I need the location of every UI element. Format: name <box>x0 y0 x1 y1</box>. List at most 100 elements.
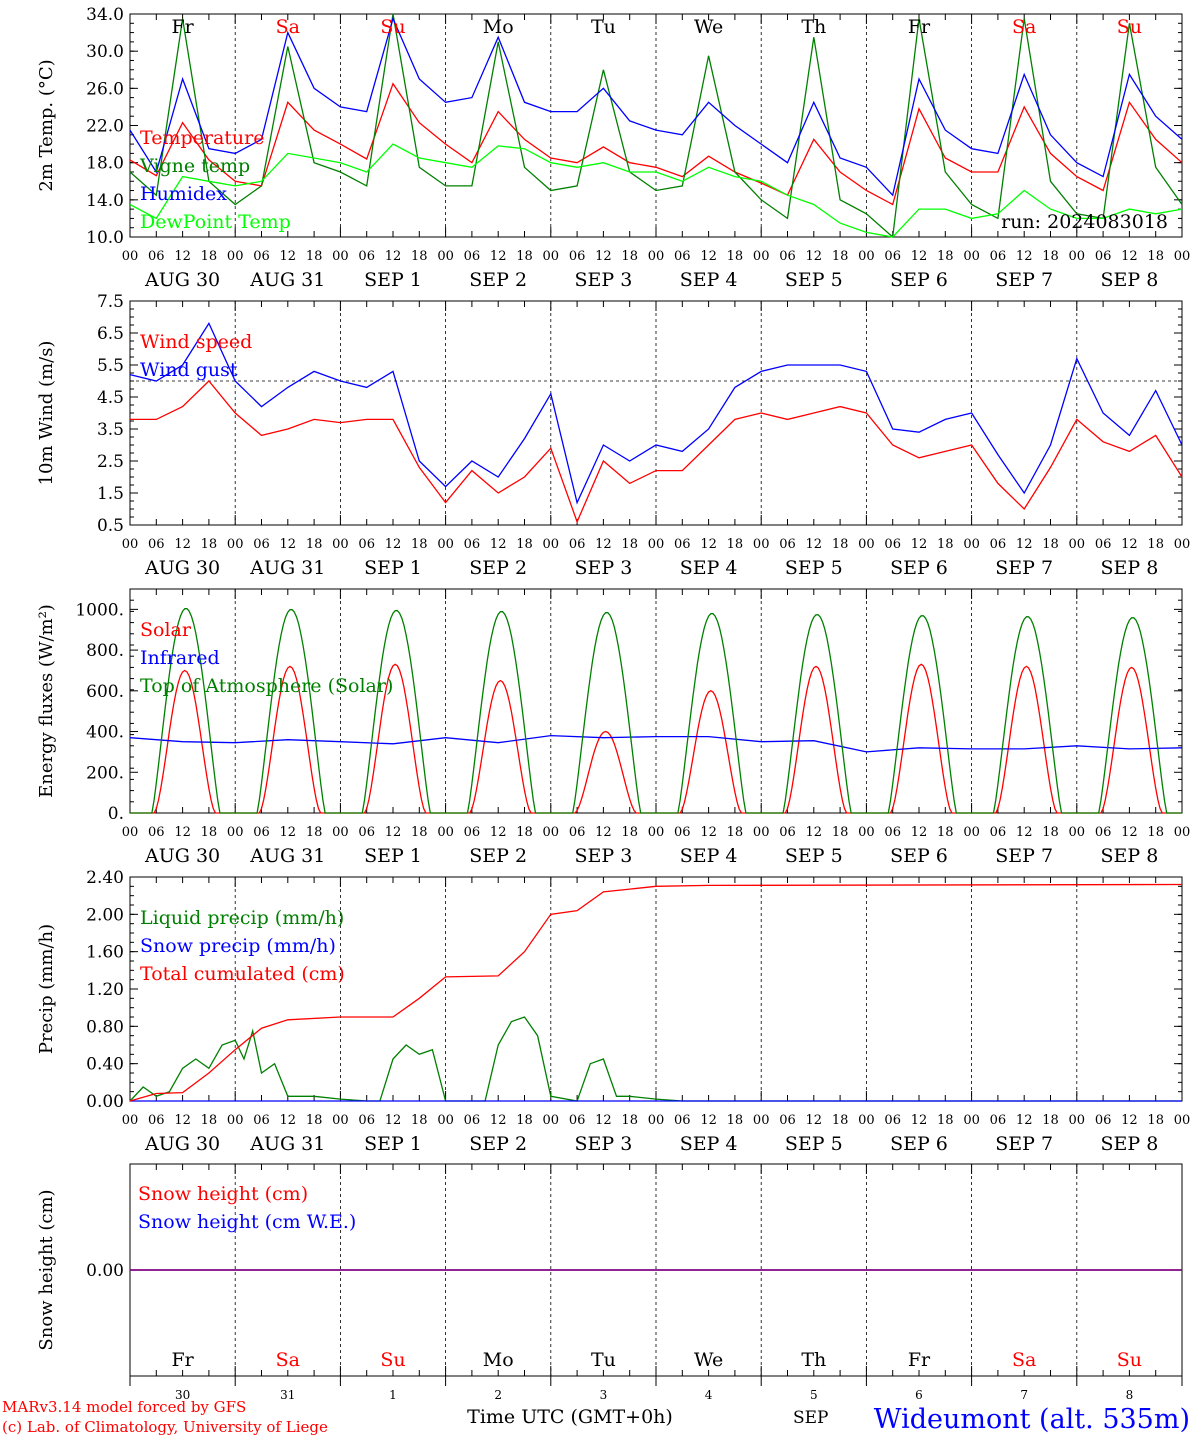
hour-tick-label: 18 <box>1147 1113 1164 1128</box>
hour-tick-label: 00 <box>1069 1113 1086 1128</box>
hour-tick-label: 06 <box>1095 537 1112 552</box>
hour-tick-label: 18 <box>201 825 218 840</box>
hour-tick-label: 12 <box>385 825 402 840</box>
date-label: AUG 30 <box>144 1133 220 1155</box>
day-name-top: Su <box>1117 16 1142 38</box>
hour-tick-label: 06 <box>148 537 165 552</box>
legend-infrared: Infrared <box>140 647 220 669</box>
y-tick-label: 600. <box>86 682 124 702</box>
bottom-day-number: 3 <box>600 1388 608 1402</box>
hour-tick-label: 00 <box>332 249 349 264</box>
hour-tick-label: 00 <box>963 1113 980 1128</box>
date-label: AUG 31 <box>249 845 325 867</box>
legend-top-of-atmosphere-solar-: Top of Atmosphere (Solar) <box>140 675 393 697</box>
y-tick-label: 2.40 <box>86 868 124 888</box>
hour-tick-label: 18 <box>306 825 323 840</box>
hour-tick-label: 00 <box>543 825 560 840</box>
hour-tick-label: 00 <box>858 1113 875 1128</box>
date-label: SEP 1 <box>364 845 422 867</box>
hour-tick-label: 06 <box>779 825 796 840</box>
hour-tick-label: 06 <box>253 249 270 264</box>
legend-wind-gust: Wind gust <box>140 359 238 381</box>
y-tick-label: 2.00 <box>86 905 124 925</box>
date-label: SEP 1 <box>364 557 422 579</box>
hour-tick-label: 06 <box>464 1113 481 1128</box>
legend-wind-speed: Wind speed <box>140 331 252 353</box>
credit-line-2: (c) Lab. of Climatology, University of L… <box>2 1418 328 1436</box>
series-wind-gust <box>129 322 1183 505</box>
day-name-bottom: Th <box>801 1349 826 1371</box>
legend-vigne-temp: Vigne temp <box>139 155 250 177</box>
date-label: AUG 30 <box>144 269 220 291</box>
hour-tick-label: 18 <box>1042 249 1059 264</box>
hour-tick-label: 12 <box>385 537 402 552</box>
legend-humidex: Humidex <box>140 183 227 205</box>
hour-tick-label: 18 <box>516 1113 533 1128</box>
hour-tick-label: 06 <box>148 249 165 264</box>
hour-tick-label: 06 <box>358 825 375 840</box>
hour-tick-label: 06 <box>990 825 1007 840</box>
hour-tick-label: 06 <box>358 249 375 264</box>
hour-tick-label: 00 <box>122 825 139 840</box>
day-name-top: Sa <box>1012 16 1036 38</box>
hour-tick-label: 18 <box>201 249 218 264</box>
hour-tick-label: 00 <box>543 537 560 552</box>
date-label: SEP 3 <box>574 269 632 291</box>
hour-tick-label: 06 <box>569 825 586 840</box>
y-tick-label: 26.0 <box>86 79 124 99</box>
panel-snow: 0.00 Snow height (cm) Snow height (cm) Snow… <box>36 1163 1183 1377</box>
y-tick-label: 2.5 <box>97 452 124 472</box>
day-name-top: Th <box>801 16 826 38</box>
y-tick-label: 4.5 <box>97 388 124 408</box>
hour-tick-label: 18 <box>727 537 744 552</box>
hour-tick-label: 00 <box>963 825 980 840</box>
date-label: AUG 31 <box>249 557 325 579</box>
day-name-bottom: Fr <box>171 1349 194 1371</box>
hour-tick-label: 00 <box>1069 537 1086 552</box>
hour-tick-label: 12 <box>490 1113 507 1128</box>
y-axis-title: 10m Wind (m/s) <box>36 341 57 486</box>
hour-tick-label: 12 <box>911 825 928 840</box>
hour-tick-label: 06 <box>779 1113 796 1128</box>
y-tick-label: 34.0 <box>86 5 124 25</box>
hour-tick-label: 06 <box>990 249 1007 264</box>
panel-frame <box>129 588 1183 814</box>
date-label: SEP 2 <box>469 845 527 867</box>
hour-tick-label: 18 <box>727 249 744 264</box>
hour-tick-label: 06 <box>779 249 796 264</box>
day-name-bottom: Tu <box>591 1349 616 1371</box>
day-name-top: Fr <box>908 16 931 38</box>
hour-tick-label: 18 <box>411 249 428 264</box>
hour-tick-label: 12 <box>280 249 297 264</box>
hour-tick-label: 18 <box>306 249 323 264</box>
hour-tick-label: 12 <box>280 1113 297 1128</box>
date-label: SEP 6 <box>890 1133 948 1155</box>
y-tick-label: 200. <box>86 763 124 783</box>
panel-precip: 0.00 0.40 0.80 1.20 1.60 2.00 2.40 Precip (mm/h… <box>36 868 1190 1155</box>
date-label: SEP 6 <box>890 269 948 291</box>
hour-tick-label: 18 <box>1042 825 1059 840</box>
legend-total-cumulated-cm-: Total cumulated (cm) <box>140 963 345 985</box>
y-tick-label: 0.80 <box>86 1017 124 1037</box>
hour-tick-label: 00 <box>437 825 454 840</box>
hour-tick-label: 12 <box>1016 249 1033 264</box>
y-tick-label: 0.5 <box>97 516 124 536</box>
hour-tick-label: 00 <box>648 537 665 552</box>
hour-tick-label: 12 <box>911 1113 928 1128</box>
hour-tick-label: 00 <box>332 825 349 840</box>
bottom-day-number: 2 <box>494 1388 502 1402</box>
series-infrared <box>129 734 1183 753</box>
day-name-bottom: We <box>694 1349 723 1371</box>
hour-tick-label: 18 <box>411 1113 428 1128</box>
hour-tick-label: 18 <box>306 537 323 552</box>
y-tick-label: 1.60 <box>86 943 124 963</box>
date-label: AUG 31 <box>249 1133 325 1155</box>
hour-tick-label: 00 <box>648 825 665 840</box>
legend-solar: Solar <box>140 619 192 641</box>
hour-tick-label: 00 <box>963 249 980 264</box>
hour-tick-label: 12 <box>490 825 507 840</box>
bottom-day-number: 30 <box>175 1388 190 1402</box>
hour-tick-label: 18 <box>201 1113 218 1128</box>
hour-tick-label: 06 <box>569 1113 586 1128</box>
hour-tick-label: 06 <box>674 249 691 264</box>
